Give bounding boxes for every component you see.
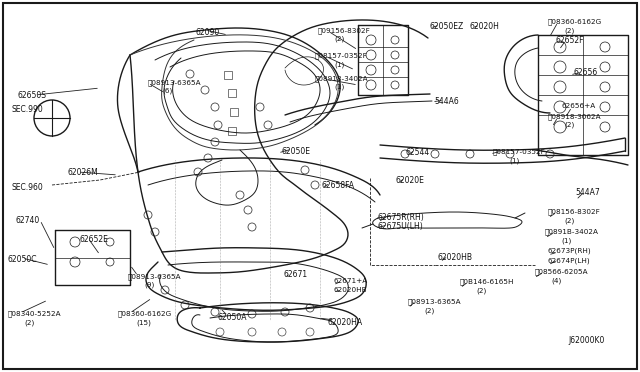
Text: (1): (1) [334, 84, 344, 90]
Bar [228, 89, 236, 97]
Text: 62020HB: 62020HB [438, 253, 473, 262]
Text: 62050C: 62050C [8, 255, 38, 264]
Bar [228, 127, 236, 135]
Text: (2): (2) [24, 319, 35, 326]
Text: (4): (4) [551, 277, 561, 283]
Text: ⓝ08918-3062A: ⓝ08918-3062A [548, 113, 602, 120]
Text: Ⓒ08360-6162G: Ⓒ08360-6162G [118, 310, 172, 317]
Text: ⓝ0891B-3402A: ⓝ0891B-3402A [545, 228, 599, 235]
Text: 62026M: 62026M [68, 168, 99, 177]
Text: 62656: 62656 [573, 68, 597, 77]
Text: 62050A: 62050A [218, 313, 248, 322]
Bar [224, 71, 232, 79]
Text: ⓝ08913-6365A: ⓝ08913-6365A [148, 79, 202, 86]
Text: 62671: 62671 [283, 270, 307, 279]
Text: J62000K0: J62000K0 [568, 336, 604, 345]
Text: 62675R(RH): 62675R(RH) [378, 213, 425, 222]
Text: Ⓒ08360-6162G: Ⓒ08360-6162G [548, 18, 602, 25]
Text: (2): (2) [564, 27, 574, 33]
Text: 62656+A: 62656+A [562, 103, 596, 109]
Text: (1): (1) [509, 157, 519, 164]
Text: Ⓒ08157-0352F: Ⓒ08157-0352F [315, 52, 368, 59]
Text: (1): (1) [561, 237, 572, 244]
Text: 62671+A: 62671+A [333, 278, 367, 284]
Text: 62020E: 62020E [396, 176, 425, 185]
Text: 544A7: 544A7 [575, 188, 600, 197]
Text: 544A6: 544A6 [434, 97, 459, 106]
Text: ⓝ08913-6365A: ⓝ08913-6365A [128, 273, 182, 280]
Text: ⓝ08918-3402A: ⓝ08918-3402A [315, 75, 369, 81]
Text: 62020HB: 62020HB [333, 287, 367, 293]
Text: 62020HA: 62020HA [328, 318, 363, 327]
Text: Ⓒ08157-0352F: Ⓒ08157-0352F [493, 148, 546, 155]
Text: (1): (1) [334, 61, 344, 67]
Text: (2): (2) [476, 287, 486, 294]
Text: 62652E: 62652E [80, 235, 109, 244]
Text: 62673P(RH): 62673P(RH) [548, 248, 591, 254]
Text: 62740: 62740 [15, 216, 39, 225]
Text: 62674P(LH): 62674P(LH) [548, 258, 591, 264]
Text: (2): (2) [424, 307, 435, 314]
Text: SEC.960: SEC.960 [12, 183, 44, 192]
Text: (2): (2) [334, 36, 344, 42]
Bar [230, 108, 238, 116]
Text: (2): (2) [564, 217, 574, 224]
Text: 62675U(LH): 62675U(LH) [378, 222, 424, 231]
Text: 62090: 62090 [195, 28, 220, 37]
Text: ⓝ08913-6365A: ⓝ08913-6365A [408, 298, 461, 305]
Text: 62050EZ: 62050EZ [430, 22, 464, 31]
Text: (2): (2) [564, 122, 574, 128]
Text: (6): (6) [162, 88, 172, 94]
Text: Ⓝ08340-5252A: Ⓝ08340-5252A [8, 310, 61, 317]
Text: 62020H: 62020H [470, 22, 500, 31]
Text: Ⓓ09156-8302F: Ⓓ09156-8302F [318, 27, 371, 33]
Text: 62650S: 62650S [18, 91, 47, 100]
Text: 62544: 62544 [405, 148, 429, 157]
Text: 62050E: 62050E [282, 147, 311, 156]
Text: (9): (9) [144, 282, 154, 289]
Text: 62658FA: 62658FA [322, 181, 355, 190]
Text: 62652F: 62652F [556, 36, 584, 45]
Text: Ⓒ0B146-6165H: Ⓒ0B146-6165H [460, 278, 515, 285]
Text: Ⓒ08156-8302F: Ⓒ08156-8302F [548, 208, 601, 215]
Text: SEC.990: SEC.990 [12, 105, 44, 114]
Text: (15): (15) [136, 319, 151, 326]
Text: Ⓝ08566-6205A: Ⓝ08566-6205A [535, 268, 589, 275]
